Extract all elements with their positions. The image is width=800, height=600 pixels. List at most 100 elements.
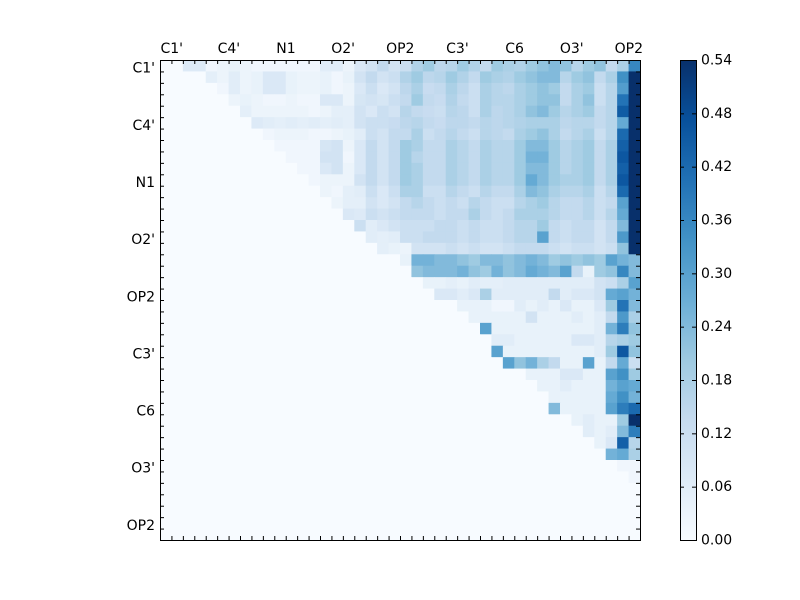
heatmap-cell	[628, 414, 641, 427]
heatmap-cell	[354, 391, 367, 404]
heatmap-cell	[342, 197, 355, 209]
heatmap-cell	[628, 334, 641, 347]
heatmap-cell	[468, 505, 481, 518]
heatmap-cell	[411, 402, 424, 415]
heatmap-cell	[525, 117, 538, 129]
heatmap-cell	[445, 437, 458, 449]
heatmap-cell	[617, 380, 629, 392]
heatmap-cell	[514, 197, 527, 209]
heatmap-cell	[514, 380, 527, 392]
heatmap-cell	[217, 162, 229, 175]
heatmap-cell	[262, 197, 275, 209]
heatmap-cell	[308, 402, 321, 415]
heatmap-cell	[228, 128, 241, 141]
heatmap-cell	[228, 368, 241, 381]
heatmap-cell	[217, 380, 229, 392]
heatmap-cell	[502, 288, 515, 301]
heatmap-cell	[308, 494, 321, 507]
heatmap-cell	[274, 140, 287, 152]
heatmap-cell	[617, 334, 629, 347]
heatmap-cell	[274, 391, 287, 404]
heatmap-cell	[217, 140, 229, 152]
heatmap-cell	[537, 402, 549, 415]
heatmap-cell	[377, 380, 389, 392]
heatmap-cell	[354, 208, 367, 221]
heatmap-cell	[262, 482, 275, 495]
heatmap-cell	[594, 391, 607, 404]
heatmap-cell	[182, 334, 195, 347]
heatmap-cell	[342, 162, 355, 175]
heatmap-cell	[365, 437, 378, 449]
heatmap-cell	[240, 494, 252, 507]
y-tick-label: OP2	[127, 518, 155, 534]
heatmap-cell	[285, 334, 298, 347]
heatmap-cell	[205, 220, 218, 232]
heatmap-cell	[537, 414, 549, 427]
heatmap-cell	[251, 345, 264, 358]
heatmap-cell	[240, 242, 252, 255]
heatmap-cell	[194, 482, 207, 495]
heatmap-cell	[582, 174, 595, 187]
heatmap-cell	[445, 334, 458, 347]
heatmap-cell	[240, 414, 252, 427]
heatmap-cell	[537, 71, 549, 84]
heatmap-cell	[354, 471, 367, 484]
heatmap-cell	[571, 448, 584, 461]
heatmap-cell	[560, 128, 572, 141]
heatmap-cell	[457, 505, 469, 518]
heatmap-cell	[240, 471, 252, 484]
heatmap-cell	[297, 82, 309, 95]
heatmap-cell	[525, 345, 538, 358]
heatmap-cell	[582, 140, 595, 152]
heatmap-cell	[582, 162, 595, 175]
heatmap-cell	[480, 368, 492, 381]
heatmap-cell	[354, 425, 367, 438]
heatmap-cell	[228, 117, 241, 129]
heatmap-cell	[171, 128, 184, 141]
heatmap-cell	[342, 368, 355, 381]
heatmap-cell	[617, 71, 629, 84]
heatmap-cell	[342, 505, 355, 518]
heatmap-cell	[228, 265, 241, 278]
heatmap-cell	[308, 322, 321, 335]
heatmap-cell	[228, 60, 241, 72]
heatmap-cell	[205, 162, 218, 175]
heatmap-cell	[537, 357, 549, 369]
heatmap-cell	[240, 277, 252, 289]
heatmap-cell	[628, 357, 641, 369]
heatmap-cell	[525, 437, 538, 449]
heatmap-cell	[171, 71, 184, 84]
heatmap-cell	[205, 300, 218, 312]
heatmap-cell	[377, 128, 389, 141]
heatmap-cell	[571, 345, 584, 358]
heatmap-cell	[468, 277, 481, 289]
heatmap-cell	[457, 140, 469, 152]
heatmap-cell	[217, 208, 229, 221]
heatmap-cell	[422, 391, 435, 404]
heatmap-cell	[365, 265, 378, 278]
heatmap-cell	[537, 494, 549, 507]
heatmap-cell	[514, 105, 527, 118]
heatmap-cell	[297, 425, 309, 438]
heatmap-cell	[285, 128, 298, 141]
heatmap-cell	[525, 471, 538, 484]
heatmap-cell	[468, 322, 481, 335]
heatmap-cell	[594, 254, 607, 267]
heatmap-cell	[571, 380, 584, 392]
heatmap-cell	[308, 448, 321, 461]
heatmap-cell	[262, 242, 275, 255]
heatmap-cell	[308, 277, 321, 289]
heatmap-cell	[468, 151, 481, 164]
heatmap-cell	[605, 471, 618, 484]
heatmap-cell	[400, 402, 412, 415]
heatmap-cell	[388, 60, 401, 72]
heatmap-cell	[342, 277, 355, 289]
heatmap-cell	[160, 311, 172, 324]
heatmap-cell	[411, 482, 424, 495]
heatmap-cell	[560, 151, 572, 164]
heatmap-cell	[297, 300, 309, 312]
heatmap-cell	[262, 402, 275, 415]
heatmap-cell	[514, 505, 527, 518]
heatmap-cell	[331, 185, 344, 198]
heatmap-cell	[560, 220, 572, 232]
